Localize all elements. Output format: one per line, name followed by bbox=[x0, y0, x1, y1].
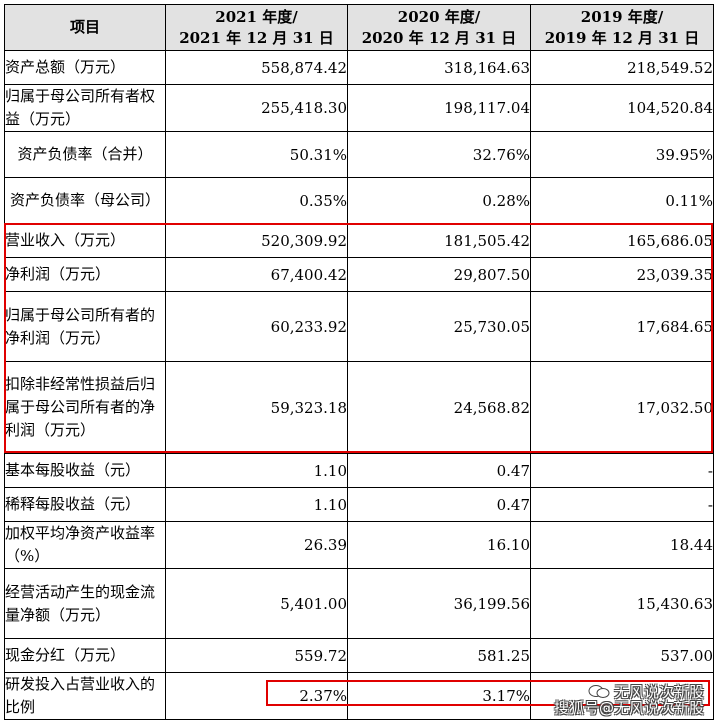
cell-value: 39.95% bbox=[530, 131, 714, 178]
cell-value: 0.11% bbox=[530, 177, 714, 224]
row-label-diluted-eps: 稀释每股收益（元） bbox=[4, 487, 166, 522]
cell-value: 0.35% bbox=[165, 177, 348, 224]
cell-value: 218,549.52 bbox=[530, 50, 714, 85]
cell-value: - bbox=[530, 453, 714, 488]
table-row: 资产负债率（合并） 50.31% 32.76% 39.95% bbox=[4, 131, 714, 178]
cell-value: 50.31% bbox=[165, 131, 348, 178]
financial-summary-table: 项目 2021 年度/ 2021 年 12 月 31 日 2020 年度/ 20… bbox=[4, 4, 714, 720]
watermark-line2: 搜狐号@无风说次新股 bbox=[553, 699, 704, 717]
chat-bubble-icon bbox=[588, 685, 610, 698]
cell-value: 23,039.35 bbox=[530, 257, 714, 292]
row-label-adjusted-net-profit: 扣除非经常性损益后归属于母公司所有者的净利润（万元） bbox=[4, 361, 166, 454]
cell-value: 5,401.00 bbox=[165, 568, 348, 639]
cell-value: 559.72 bbox=[165, 638, 348, 673]
row-label-rnd-ratio: 研发投入占营业收入的比例 bbox=[4, 672, 166, 720]
cell-value: 24,568.82 bbox=[347, 361, 531, 454]
cell-value: 0.28% bbox=[347, 177, 531, 224]
cell-value: 17,684.65 bbox=[530, 291, 714, 362]
cell-value: 26.39 bbox=[165, 521, 348, 569]
cell-value: 17,032.50 bbox=[530, 361, 714, 454]
header-column-2020: 2020 年度/ 2020 年 12 月 31 日 bbox=[347, 4, 531, 51]
cell-value: 1.10 bbox=[165, 487, 348, 522]
table-row: 营业收入（万元） 520,309.92 181,505.42 165,686.0… bbox=[4, 223, 714, 258]
cell-value: 25,730.05 bbox=[347, 291, 531, 362]
cell-value: 104,520.84 bbox=[530, 84, 714, 132]
row-label-revenue: 营业收入（万元） bbox=[4, 223, 166, 258]
table-row: 资产总额（万元） 558,874.42 318,164.63 218,549.5… bbox=[4, 50, 714, 85]
table-row: 基本每股收益（元） 1.10 0.47 - bbox=[4, 453, 714, 488]
cell-value: 59,323.18 bbox=[165, 361, 348, 454]
cell-value: 15,430.63 bbox=[530, 568, 714, 639]
table-row: 现金分红（万元） 559.72 581.25 537.00 bbox=[4, 638, 714, 673]
row-label-roe: 加权平均净资产收益率（%） bbox=[4, 521, 166, 569]
row-label-parent-net-profit: 归属于母公司所有者的净利润（万元） bbox=[4, 291, 166, 362]
cell-value: 0.47 bbox=[347, 487, 531, 522]
table-row: 资产负债率（母公司） 0.35% 0.28% 0.11% bbox=[4, 177, 714, 224]
table-row: 扣除非经常性损益后归属于母公司所有者的净利润（万元） 59,323.18 24,… bbox=[4, 361, 714, 454]
table-row: 稀释每股收益（元） 1.10 0.47 - bbox=[4, 487, 714, 522]
cell-value: 581.25 bbox=[347, 638, 531, 673]
row-label-debt-ratio-consolidated: 资产负债率（合并） bbox=[4, 131, 166, 178]
cell-value: 165,686.05 bbox=[530, 223, 714, 258]
cell-value: 558,874.42 bbox=[165, 50, 348, 85]
row-label-cash-dividend: 现金分红（万元） bbox=[4, 638, 166, 673]
header-column-2019: 2019 年度/ 2019 年 12 月 31 日 bbox=[530, 4, 714, 51]
table-row: 归属于母公司所有者权益（万元） 255,418.30 198,117.04 10… bbox=[4, 84, 714, 132]
cell-value: - bbox=[530, 487, 714, 522]
cell-value: 32.76% bbox=[347, 131, 531, 178]
cell-value: 0.47 bbox=[347, 453, 531, 488]
row-label-operating-cash-flow: 经营活动产生的现金流量净额（万元） bbox=[4, 568, 166, 639]
cell-value: 18.44 bbox=[530, 521, 714, 569]
row-label-total-assets: 资产总额（万元） bbox=[4, 50, 166, 85]
table-row: 归属于母公司所有者的净利润（万元） 60,233.92 25,730.05 17… bbox=[4, 291, 714, 362]
cell-value: 255,418.30 bbox=[165, 84, 348, 132]
cell-value: 16.10 bbox=[347, 521, 531, 569]
cell-value: 520,309.92 bbox=[165, 223, 348, 258]
cell-value: 29,807.50 bbox=[347, 257, 531, 292]
cell-value: 3.17% bbox=[347, 672, 531, 720]
table-row: 加权平均净资产收益率（%） 26.39 16.10 18.44 bbox=[4, 521, 714, 569]
row-label-parent-equity: 归属于母公司所有者权益（万元） bbox=[4, 84, 166, 132]
cell-value: 318,164.63 bbox=[347, 50, 531, 85]
cell-value: 537.00 bbox=[530, 638, 714, 673]
header-column-2021: 2021 年度/ 2021 年 12 月 31 日 bbox=[165, 4, 348, 51]
row-label-net-profit: 净利润（万元） bbox=[4, 257, 166, 292]
row-label-basic-eps: 基本每股收益（元） bbox=[4, 453, 166, 488]
cell-value: 60,233.92 bbox=[165, 291, 348, 362]
table-row: 经营活动产生的现金流量净额（万元） 5,401.00 36,199.56 15,… bbox=[4, 568, 714, 639]
row-label-debt-ratio-parent: 资产负债率（母公司） bbox=[4, 177, 166, 224]
cell-value: 67,400.42 bbox=[165, 257, 348, 292]
header-item-label: 项目 bbox=[4, 4, 166, 51]
cell-value: 36,199.56 bbox=[347, 568, 531, 639]
table-header-row: 项目 2021 年度/ 2021 年 12 月 31 日 2020 年度/ 20… bbox=[4, 4, 714, 51]
cell-value: 181,505.42 bbox=[347, 223, 531, 258]
cell-value: 198,117.04 bbox=[347, 84, 531, 132]
cell-value: 2.37% bbox=[165, 672, 348, 720]
cell-value: 1.10 bbox=[165, 453, 348, 488]
table-row: 净利润（万元） 67,400.42 29,807.50 23,039.35 bbox=[4, 257, 714, 292]
watermark-line1: 无风说次新股 bbox=[588, 683, 704, 701]
